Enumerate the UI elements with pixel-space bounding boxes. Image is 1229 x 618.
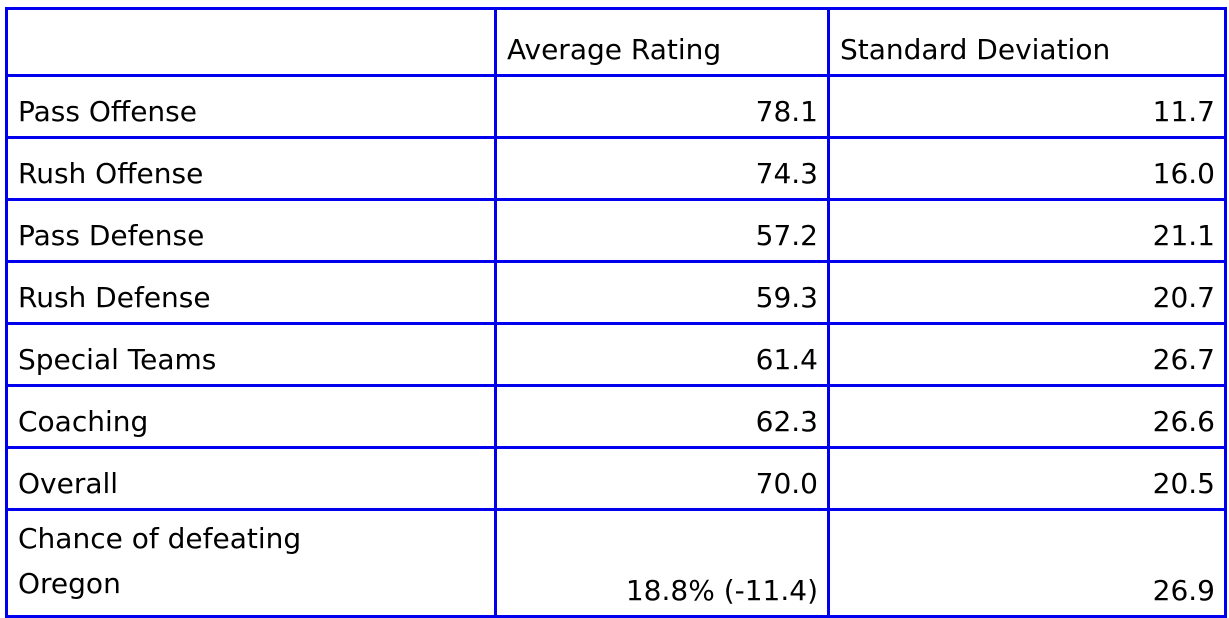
row-label-text: Chance of defeating Oregon: [18, 522, 302, 601]
average-rating-value: 59.3: [494, 260, 830, 325]
row-label: Overall: [5, 446, 497, 511]
table-row-special-teams: Special Teams 61.4 26.7: [5, 322, 1227, 387]
average-rating-value: 18.8% (-11.4): [494, 508, 830, 618]
table-row-rush-offense: Rush Offense 74.3 16.0: [5, 136, 1227, 201]
standard-deviation-value: 26.7: [827, 322, 1227, 387]
row-label: Chance of defeating Oregon: [5, 508, 497, 618]
standard-deviation-value: 26.6: [827, 384, 1227, 449]
row-label: Coaching: [5, 384, 497, 449]
average-rating-value: 74.3: [494, 136, 830, 201]
standard-deviation-value: 20.5: [827, 446, 1227, 511]
table-row-coaching: Coaching 62.3 26.6: [5, 384, 1227, 449]
table-row-pass-defense: Pass Defense 57.2 21.1: [5, 198, 1227, 263]
standard-deviation-value: 26.9: [827, 508, 1227, 618]
average-rating-value: 57.2: [494, 198, 830, 263]
standard-deviation-value: 21.1: [827, 198, 1227, 263]
header-cell-standard-deviation: Standard Deviation: [827, 7, 1227, 77]
row-label: Rush Offense: [5, 136, 497, 201]
standard-deviation-value: 11.7: [827, 74, 1227, 139]
table-row-chance-defeating-oregon: Chance of defeating Oregon 18.8% (-11.4)…: [5, 508, 1227, 618]
row-label: Special Teams: [5, 322, 497, 387]
standard-deviation-value: 16.0: [827, 136, 1227, 201]
row-label: Pass Defense: [5, 198, 497, 263]
average-rating-value: 78.1: [494, 74, 830, 139]
average-rating-value: 61.4: [494, 322, 830, 387]
average-rating-value: 62.3: [494, 384, 830, 449]
team-ratings-table: Average Rating Standard Deviation Pass O…: [5, 7, 1227, 618]
row-label: Pass Offense: [5, 74, 497, 139]
header-cell-empty: [5, 7, 497, 77]
row-label: Rush Defense: [5, 260, 497, 325]
standard-deviation-value: 20.7: [827, 260, 1227, 325]
header-row: Average Rating Standard Deviation: [5, 7, 1227, 77]
header-cell-average-rating: Average Rating: [494, 7, 830, 77]
table-row-pass-offense: Pass Offense 78.1 11.7: [5, 74, 1227, 139]
ratings-table-container: Average Rating Standard Deviation Pass O…: [5, 7, 1227, 618]
table-row-overall: Overall 70.0 20.5: [5, 446, 1227, 511]
table-row-rush-defense: Rush Defense 59.3 20.7: [5, 260, 1227, 325]
average-rating-value: 70.0: [494, 446, 830, 511]
